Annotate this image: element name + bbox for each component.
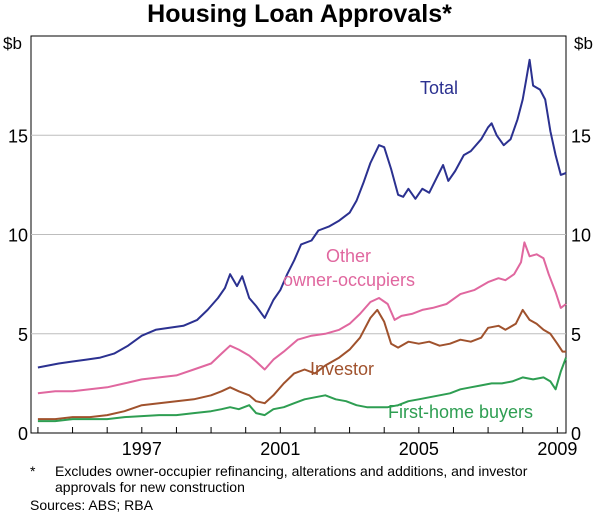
y-tick-labels: 0 0 5 5 10 10 15 15 — [8, 126, 591, 444]
y-tick-left-15: 15 — [8, 126, 28, 146]
series-total — [37, 58, 567, 369]
chart-title: Housing Loan Approvals* — [147, 0, 452, 28]
x-tick-label-2001: 2001 — [260, 439, 300, 459]
x-tick-marks: 1997 2001 2005 2009 — [37, 427, 577, 459]
x-tick-label-2005: 2005 — [399, 439, 439, 459]
footnote-marker: * — [30, 463, 36, 479]
y-tick-right-5: 5 — [571, 325, 581, 345]
y-tick-right-10: 10 — [571, 226, 591, 246]
sources: Sources: ABS; RBA — [30, 497, 153, 513]
gridlines — [31, 134, 566, 335]
series-other-owner-occupiers — [37, 241, 567, 395]
y-unit-left: $b — [3, 34, 22, 53]
x-tick-label-1997: 1997 — [122, 439, 162, 459]
footnote: Excludes owner-occupier refinancing, alt… — [55, 463, 528, 495]
y-tick-left-5: 5 — [18, 325, 28, 345]
y-tick-left-0: 0 — [18, 424, 28, 444]
y-tick-right-15: 15 — [571, 126, 591, 146]
y-tick-right-0: 0 — [571, 424, 581, 444]
label-investor: Investor — [310, 359, 374, 379]
housing-loan-chart: Housing Loan Approvals* $b $b 0 0 5 5 10 10 15… — [3, 0, 593, 459]
y-tick-left-10: 10 — [8, 226, 28, 246]
label-other-line1: Other — [326, 246, 371, 266]
label-first-home-buyers: First-home buyers — [388, 402, 533, 422]
series-investor — [37, 308, 566, 421]
label-total: Total — [420, 78, 458, 98]
series-lines — [37, 58, 567, 423]
series-first-home-buyers — [37, 357, 567, 423]
label-other-line2: owner-occupiers — [283, 270, 415, 290]
x-tick-label-2009: 2009 — [537, 439, 577, 459]
y-unit-right: $b — [574, 34, 593, 53]
